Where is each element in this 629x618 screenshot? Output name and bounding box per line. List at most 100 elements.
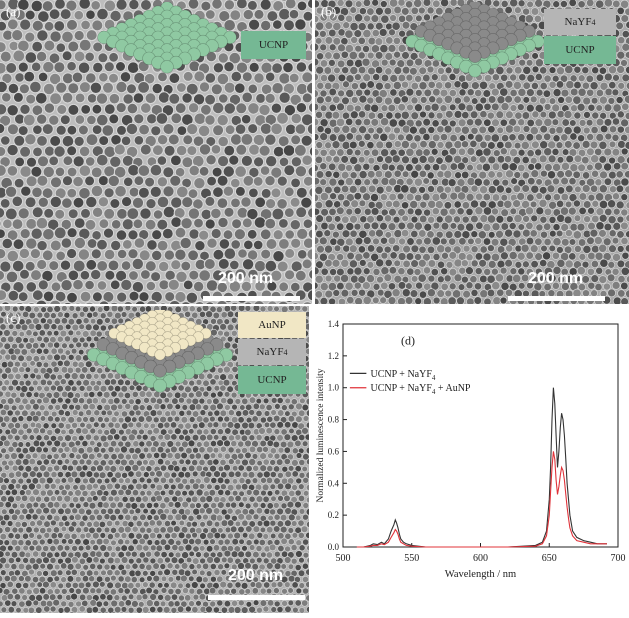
nanoparticle xyxy=(72,410,78,416)
nanoparticle xyxy=(214,522,220,528)
nanoparticle xyxy=(273,502,279,508)
nanoparticle xyxy=(179,435,185,441)
nanoparticle xyxy=(152,250,162,260)
nanoparticle xyxy=(549,216,556,223)
nanoparticle xyxy=(418,274,426,282)
nanoparticle xyxy=(152,83,162,93)
nanoparticle xyxy=(36,520,42,526)
nanoparticle xyxy=(360,216,367,223)
nanoparticle xyxy=(28,323,35,330)
nanoparticle xyxy=(132,588,139,595)
nanoparticle xyxy=(621,178,629,186)
nanoparticle xyxy=(4,465,10,471)
nanoparticle xyxy=(530,201,537,208)
nanoparticle xyxy=(238,249,248,259)
nanoparticle xyxy=(281,405,287,411)
nanoparticle xyxy=(315,275,323,283)
nanoparticle xyxy=(578,164,586,172)
nanoparticle xyxy=(588,207,595,214)
nanoparticle xyxy=(128,471,134,477)
nanoparticle xyxy=(488,231,495,238)
nanoparticle xyxy=(79,496,85,502)
nanoparticle xyxy=(153,502,159,508)
sphere xyxy=(469,50,481,62)
nanoparticle xyxy=(260,229,271,240)
nanoparticle xyxy=(44,21,54,31)
nanoparticle xyxy=(39,441,45,447)
nanoparticle xyxy=(618,37,625,44)
nanoparticle xyxy=(29,458,36,465)
nanoparticle xyxy=(343,22,350,29)
nanoparticle xyxy=(26,238,37,249)
nanoparticle xyxy=(44,40,55,51)
nanoparticle xyxy=(132,453,139,460)
nanoparticle xyxy=(454,274,462,282)
nanoparticle xyxy=(209,490,216,497)
nanoparticle xyxy=(285,471,292,478)
nanoparticle xyxy=(259,428,266,435)
nanoparticle xyxy=(375,7,383,15)
nanoparticle xyxy=(57,533,63,539)
nanoparticle xyxy=(76,417,82,423)
nanoparticle xyxy=(444,170,452,178)
nanoparticle xyxy=(90,466,96,472)
sphere xyxy=(469,64,482,77)
nanoparticle xyxy=(224,478,230,484)
nanoparticle xyxy=(363,193,371,201)
nanoparticle xyxy=(457,192,465,200)
nanoparticle xyxy=(553,238,561,246)
nanoparticle xyxy=(470,140,477,147)
nanoparticle xyxy=(181,563,188,570)
nanoparticle xyxy=(501,103,509,111)
nanoparticle xyxy=(168,478,174,484)
nanoparticle xyxy=(43,507,50,514)
nanoparticle xyxy=(414,135,421,142)
nanoparticle xyxy=(483,238,491,246)
nanoparticle xyxy=(552,119,559,126)
nanoparticle xyxy=(50,545,56,551)
nanoparticle xyxy=(13,50,25,62)
nanoparticle xyxy=(497,155,505,163)
nanoparticle xyxy=(138,82,150,94)
nanoparticle xyxy=(253,514,259,520)
nanoparticle xyxy=(579,253,586,260)
sphere-model-c xyxy=(80,310,240,400)
nanoparticle xyxy=(18,540,24,546)
nanoparticle xyxy=(543,223,551,231)
nanoparticle xyxy=(193,546,199,552)
nanoparticle xyxy=(54,428,60,434)
nanoparticle xyxy=(535,238,543,246)
nanoparticle xyxy=(20,392,26,398)
nanoparticle xyxy=(164,434,171,441)
nanoparticle xyxy=(277,112,289,124)
nanoparticle xyxy=(350,66,358,74)
nanoparticle xyxy=(224,82,235,93)
nanoparticle xyxy=(599,230,607,238)
nanoparticle xyxy=(217,115,228,126)
nanoparticle xyxy=(328,59,335,66)
nanoparticle xyxy=(621,222,629,230)
nanoparticle xyxy=(608,261,615,268)
nanoparticle xyxy=(424,223,432,231)
nanoparticle xyxy=(531,82,538,89)
nanoparticle xyxy=(279,92,290,103)
nanoparticle xyxy=(587,133,594,140)
nanoparticle xyxy=(64,373,70,379)
nanoparticle xyxy=(373,133,380,140)
nanoparticle xyxy=(449,283,456,290)
nanoparticle xyxy=(394,112,401,119)
nanoparticle xyxy=(43,581,50,588)
nanoparticle xyxy=(500,238,508,246)
nanoparticle xyxy=(376,259,384,267)
nanoparticle xyxy=(246,526,253,533)
nanoparticle xyxy=(150,509,156,515)
nanoparticle xyxy=(44,312,50,318)
nanoparticle xyxy=(513,230,521,238)
nanoparticle xyxy=(364,133,371,140)
nanoparticle xyxy=(277,410,284,417)
nanoparticle xyxy=(128,249,138,259)
nanoparticle xyxy=(401,111,409,119)
nanoparticle xyxy=(415,120,422,127)
nanoparticle xyxy=(245,551,252,558)
nanoparticle xyxy=(138,601,144,607)
